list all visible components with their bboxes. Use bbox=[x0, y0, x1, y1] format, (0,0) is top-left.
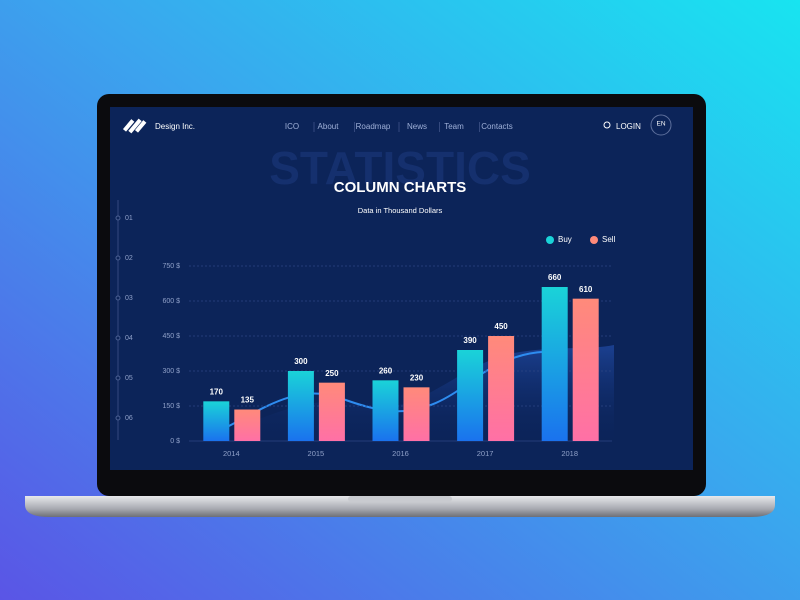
side-step: 06 bbox=[125, 415, 133, 422]
legend-label: Sell bbox=[602, 235, 616, 244]
data-label: 250 bbox=[325, 369, 339, 378]
legend-dot bbox=[546, 236, 554, 244]
bar bbox=[372, 380, 399, 441]
data-label: 135 bbox=[241, 396, 255, 405]
bar bbox=[488, 336, 515, 441]
data-label: 230 bbox=[410, 373, 424, 382]
bar bbox=[203, 401, 230, 441]
side-dot bbox=[115, 375, 121, 381]
nav-link[interactable]: About bbox=[318, 122, 340, 131]
brand: Design Inc. bbox=[155, 122, 195, 131]
data-label: 390 bbox=[463, 336, 477, 345]
side-step: 04 bbox=[125, 335, 133, 342]
background-word: STATISTICS bbox=[269, 142, 531, 194]
y-tick-label: 600 $ bbox=[162, 298, 180, 305]
laptop-notch bbox=[348, 496, 452, 502]
data-label: 450 bbox=[494, 322, 508, 331]
x-tick-label: 2018 bbox=[561, 449, 578, 458]
nav-link[interactable]: Roadmap bbox=[356, 122, 391, 131]
login[interactable]: LOGIN bbox=[616, 122, 641, 131]
logo bbox=[122, 118, 147, 134]
side-dot bbox=[115, 415, 121, 421]
y-tick-label: 450 $ bbox=[162, 333, 180, 340]
side-step: 05 bbox=[125, 375, 133, 382]
y-tick-label: 300 $ bbox=[162, 368, 180, 375]
bar bbox=[318, 382, 345, 441]
nav-link[interactable]: News bbox=[407, 122, 427, 131]
side-step: 03 bbox=[125, 295, 133, 302]
laptop-base bbox=[25, 496, 775, 517]
legend-label: Buy bbox=[558, 235, 572, 244]
x-tick-label: 2017 bbox=[477, 449, 494, 458]
side-dot bbox=[115, 335, 121, 341]
data-label: 170 bbox=[210, 387, 224, 396]
bar bbox=[572, 298, 599, 441]
language[interactable]: EN bbox=[656, 121, 665, 128]
x-tick-label: 2014 bbox=[223, 449, 240, 458]
side-step: 01 bbox=[125, 215, 133, 222]
chart-title: COLUMN CHARTS bbox=[334, 179, 467, 196]
user-icon bbox=[603, 121, 611, 129]
side-dot bbox=[115, 295, 121, 301]
nav-link[interactable]: Contacts bbox=[481, 122, 513, 131]
x-tick-label: 2016 bbox=[392, 449, 409, 458]
x-tick-label: 2015 bbox=[308, 449, 325, 458]
data-label: 610 bbox=[579, 285, 593, 294]
nav-link[interactable]: Team bbox=[444, 122, 464, 131]
bar bbox=[457, 350, 484, 441]
side-step: 02 bbox=[125, 255, 133, 262]
y-tick-label: 750 $ bbox=[162, 263, 180, 270]
side-dot bbox=[115, 255, 121, 261]
bar bbox=[403, 387, 430, 441]
side-dot bbox=[115, 215, 121, 221]
y-tick-label: 0 $ bbox=[170, 438, 180, 445]
legend-dot bbox=[590, 236, 598, 244]
bar bbox=[287, 371, 314, 441]
data-label: 300 bbox=[294, 357, 308, 366]
bar bbox=[541, 287, 568, 441]
data-label: 260 bbox=[379, 366, 393, 375]
language-button[interactable] bbox=[650, 114, 672, 136]
data-label: 660 bbox=[548, 273, 562, 282]
nav-link[interactable]: ICO bbox=[285, 122, 299, 131]
bar bbox=[234, 409, 261, 441]
y-tick-label: 150 $ bbox=[162, 403, 180, 410]
chart-subtitle: Data in Thousand Dollars bbox=[358, 206, 443, 215]
